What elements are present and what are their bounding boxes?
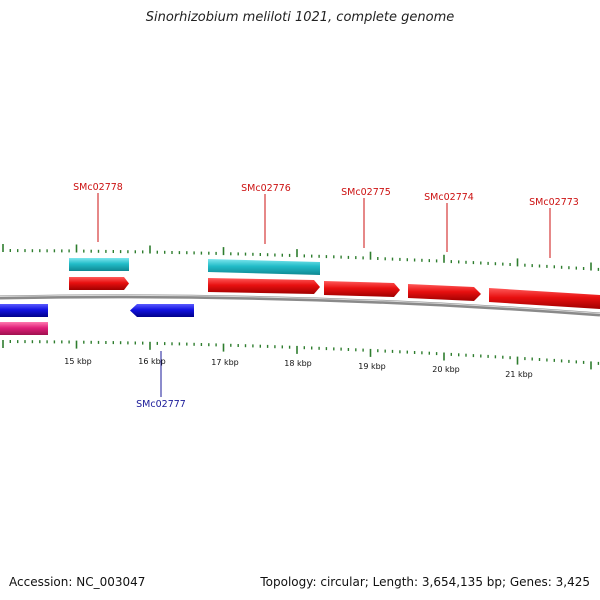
tick-marks-outer bbox=[2, 244, 600, 271]
cds-feature-forward[interactable] bbox=[324, 281, 400, 297]
gene-label-smc02775[interactable]: SMc02775 bbox=[341, 187, 391, 198]
accession-label: Accession: NC_003047 bbox=[9, 575, 146, 589]
gene-label-smc02778[interactable]: SMc02778 bbox=[73, 182, 123, 193]
scale-label-18-kbp: 18 kbp bbox=[284, 359, 312, 368]
gene-label-smc02777[interactable]: SMc02777 bbox=[136, 399, 186, 410]
genome-backbone bbox=[0, 294, 600, 317]
cds-feature-forward[interactable] bbox=[208, 278, 320, 294]
gene-label-smc02774[interactable]: SMc02774 bbox=[424, 192, 474, 203]
genome-summary: Topology: circular; Length: 3,654,135 bp… bbox=[260, 575, 590, 589]
cds-feature-forward[interactable] bbox=[69, 277, 129, 290]
gene-label-smc02773[interactable]: SMc02773 bbox=[529, 197, 579, 208]
gene-feature-cyan[interactable] bbox=[208, 259, 320, 275]
tick-marks-inner bbox=[2, 340, 600, 370]
scale-label-15-kbp: 15 kbp bbox=[64, 357, 92, 366]
scale-label-16-kbp: 16 kbp bbox=[138, 357, 166, 366]
scale-label-20-kbp: 20 kbp bbox=[432, 365, 460, 374]
cds-feature-reverse[interactable] bbox=[130, 304, 194, 317]
cds-feature-reverse[interactable] bbox=[0, 304, 48, 317]
cds-feature-forward[interactable] bbox=[489, 288, 600, 309]
gene-feature-cyan[interactable] bbox=[69, 258, 129, 271]
cds-feature-forward[interactable] bbox=[408, 284, 481, 301]
genome-title: Sinorhizobium meliloti 1021, complete ge… bbox=[145, 10, 455, 25]
gene-label-smc02776[interactable]: SMc02776 bbox=[241, 183, 291, 194]
genome-backbone-highlight bbox=[0, 294, 600, 314]
scale-label-21-kbp: 21 kbp bbox=[505, 370, 533, 379]
scale-label-17-kbp: 17 kbp bbox=[211, 358, 239, 367]
gene-feature-magenta[interactable] bbox=[0, 322, 48, 335]
scale-label-19-kbp: 19 kbp bbox=[358, 362, 386, 371]
